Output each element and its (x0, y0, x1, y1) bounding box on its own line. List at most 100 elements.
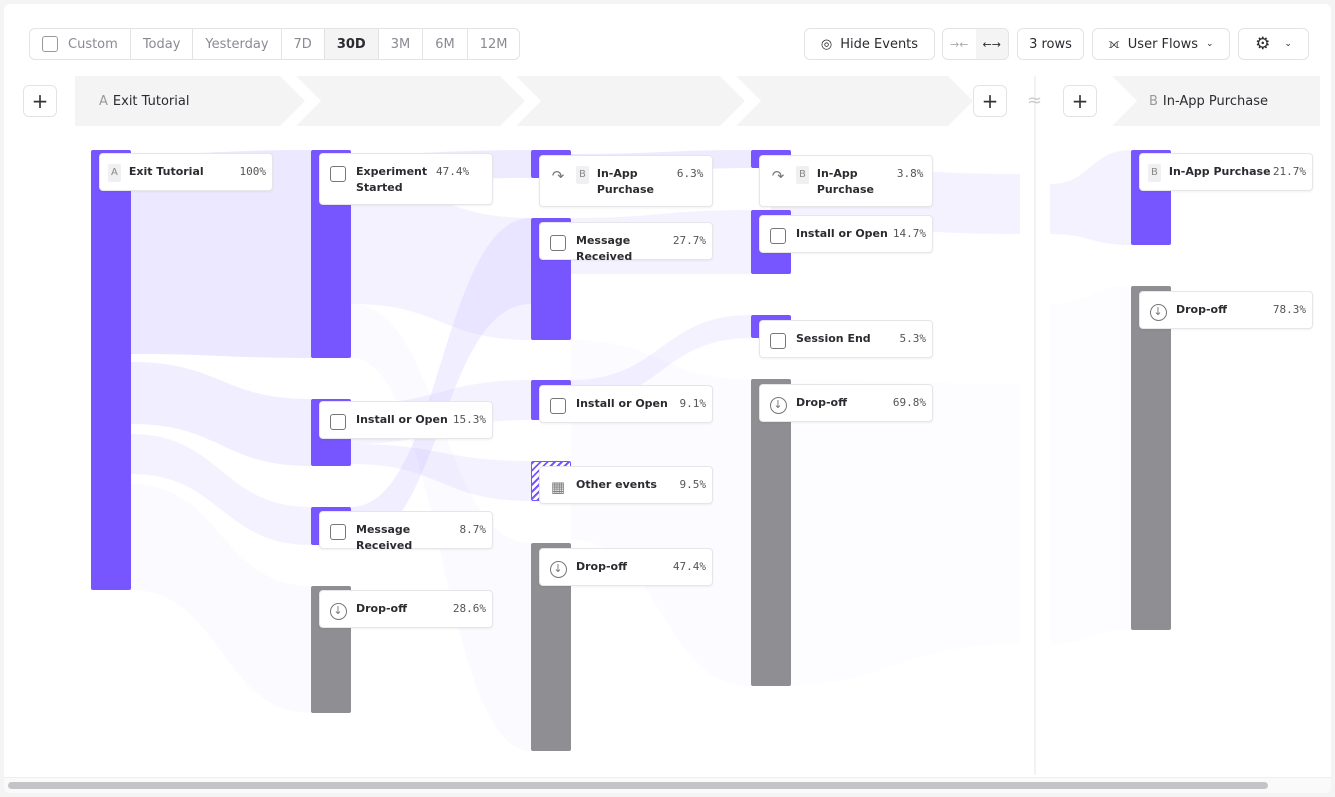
node-card[interactable]: ↷ B In-App Purchase 6.3% (539, 155, 713, 207)
node-percent: 8.7% (459, 523, 487, 536)
flow-band (351, 444, 531, 501)
step-badge: B (796, 166, 809, 184)
range-6m[interactable]: 6M (423, 29, 468, 59)
node-card[interactable]: ▦ Other events 9.5% (539, 466, 713, 504)
node-percent: 9.5% (679, 478, 707, 491)
range-today[interactable]: Today (131, 29, 194, 59)
add-step-before-button[interactable]: + (23, 85, 57, 117)
flow-band (131, 362, 311, 466)
node-percent: 14.7% (892, 227, 926, 240)
node-percent: 5.3% (899, 332, 927, 345)
settings-button[interactable]: ⚙ ⌄ (1238, 28, 1309, 60)
node-card[interactable]: ↓ Drop-off 47.4% (539, 548, 713, 586)
arrow-down-icon: ↓ (1148, 302, 1168, 322)
flow-band (131, 434, 311, 545)
node-percent: 3.8% (896, 167, 924, 180)
collapse-icon[interactable]: →← (950, 37, 969, 51)
add-step-before-b-button[interactable]: + (1063, 85, 1097, 117)
node-name: Drop-off (576, 560, 628, 573)
node-name: Experiment Started (356, 165, 428, 194)
node-name: Session End (796, 332, 871, 345)
node-card[interactable]: Session End 5.3% (759, 320, 933, 358)
node-card[interactable]: A Exit Tutorial 100% (99, 153, 273, 191)
flow-band (1050, 150, 1131, 245)
flow-band (771, 379, 1020, 686)
chevron-down-icon: ⌄ (1206, 39, 1214, 49)
node-bar[interactable] (1131, 286, 1171, 630)
range-30d[interactable]: 30D (324, 29, 379, 59)
node-card[interactable]: Experiment Started 47.4% (319, 153, 493, 205)
step-badge: B (1148, 164, 1161, 182)
node-name: Exit Tutorial (128, 165, 204, 178)
node-name: In-App Purchase (816, 167, 874, 196)
cursor-icon (328, 164, 348, 184)
flows-chart-icon: ⟗ (1108, 36, 1120, 52)
copy-icon (548, 396, 568, 416)
range-custom[interactable]: Custom (30, 29, 131, 59)
flow-band (571, 315, 751, 404)
node-name: Install or Open (796, 227, 888, 240)
node-card[interactable]: ↷ B In-App Purchase 3.8% (759, 155, 933, 207)
node-percent: 69.8% (892, 396, 926, 409)
date-range-selector: Custom Today Yesterday 7D 30D 3M 6M 12M (29, 28, 521, 60)
node-name: Install or Open (576, 397, 668, 410)
expand-icon[interactable]: ←→ (975, 29, 1008, 59)
range-3m[interactable]: 3M (379, 29, 424, 59)
cursor-icon (548, 233, 568, 253)
rows-button[interactable]: 3 rows (1017, 28, 1084, 60)
redirect-icon: ↷ (551, 167, 565, 185)
node-name: Install or Open (356, 413, 448, 426)
node-card[interactable]: ↓ Drop-off 69.8% (759, 384, 933, 422)
node-card[interactable]: ↓ Drop-off 78.3% (1139, 291, 1313, 329)
add-step-button[interactable]: + (973, 85, 1007, 117)
node-card[interactable]: Message Received 27.7% (539, 222, 713, 263)
node-bar[interactable] (751, 379, 791, 686)
node-percent: 21.7% (1272, 165, 1306, 178)
node-name: Drop-off (796, 396, 848, 409)
hide-events-button[interactable]: ◎ Hide Events (804, 28, 935, 60)
node-card[interactable]: ↓ Drop-off 28.6% (319, 590, 493, 628)
flow-band (131, 484, 311, 713)
node-percent: 47.4% (672, 560, 706, 573)
node-percent: 47.4% (436, 165, 470, 178)
step-a-header[interactable]: A Exit Tutorial (99, 93, 190, 109)
node-name: Drop-off (356, 602, 408, 615)
node-percent: 28.6% (452, 602, 486, 615)
range-yesterday[interactable]: Yesterday (193, 29, 282, 59)
arrow-down-icon: ↓ (548, 559, 568, 579)
node-percent: 27.7% (672, 234, 706, 247)
range-12m[interactable]: 12M (479, 36, 508, 52)
arrow-down-icon: ↓ (768, 395, 788, 415)
step-b-header[interactable]: B In-App Purchase (1149, 93, 1268, 109)
node-percent: 100% (239, 165, 267, 178)
grid-icon: ▦ (550, 478, 566, 496)
node-name: Message Received (356, 523, 413, 552)
node-card[interactable]: Install or Open 14.7% (759, 215, 933, 253)
user-flows-panel: Custom Today Yesterday 7D 30D 3M 6M 12M … (4, 4, 1331, 793)
flow-band (1050, 286, 1131, 644)
node-name: In-App Purchase (596, 167, 654, 196)
flow-band (131, 150, 311, 358)
scrollbar-thumb[interactable] (8, 782, 1268, 789)
node-card[interactable]: B In-App Purchase 21.7% (1139, 153, 1313, 191)
step-badge: B (576, 166, 589, 184)
node-card[interactable]: Message Received 8.7% (319, 511, 493, 552)
flow-band (571, 340, 751, 686)
range-7d[interactable]: 7D (282, 29, 325, 59)
flow-band (351, 218, 531, 545)
node-bar[interactable] (91, 150, 131, 590)
calendar-icon (42, 36, 58, 52)
node-name: Message Received (576, 234, 633, 263)
chevron-down-icon: ⌄ (1284, 39, 1292, 49)
horizontal-scrollbar[interactable] (4, 777, 1331, 793)
node-card[interactable]: Install or Open 15.3% (319, 401, 493, 439)
view-selector[interactable]: ⟗ User Flows ⌄ (1092, 28, 1230, 60)
copy-icon (768, 226, 788, 246)
gap-separator: ≈ (1027, 90, 1043, 111)
node-card[interactable]: Install or Open 9.1% (539, 385, 713, 423)
gear-icon: ⚙ (1255, 34, 1271, 54)
copy-icon (328, 412, 348, 432)
node-name: In-App Purchase (1168, 165, 1271, 178)
node-percent: 15.3% (452, 413, 486, 426)
eye-off-icon: ◎ (820, 36, 833, 52)
